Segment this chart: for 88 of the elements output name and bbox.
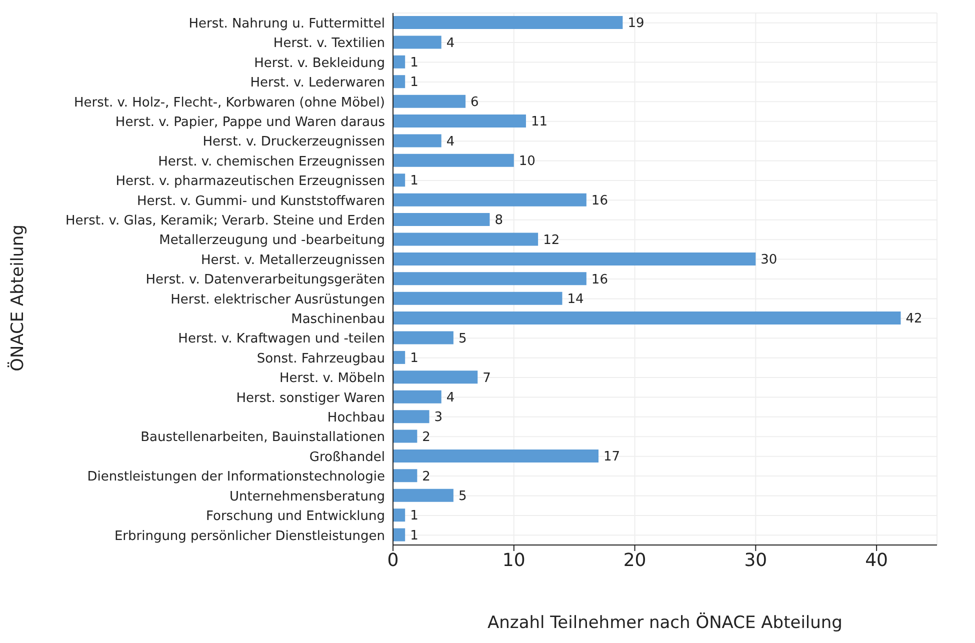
bar — [393, 154, 514, 167]
data-label: 2 — [422, 469, 430, 484]
y-tick-label: Herst. v. Gummi- und Kunststoffwaren — [136, 194, 385, 209]
data-label: 8 — [494, 213, 503, 228]
bar — [393, 292, 562, 305]
y-axis-title: ÖNACE Abteilung — [8, 224, 28, 374]
y-tick-label: Herst. v. Holz-, Flecht-, Korbwaren (ohne Möbel) — [74, 95, 385, 110]
y-tick-label: Dienstleistungen der Informationstechnologie — [87, 470, 385, 485]
data-label: 12 — [543, 232, 560, 248]
bar — [393, 174, 406, 187]
y-tick-label: Baustellenarbeiten, Bauinstallationen — [140, 430, 385, 446]
bar — [393, 193, 586, 206]
bar — [393, 114, 526, 128]
data-label: 5 — [458, 489, 467, 504]
bar — [393, 488, 454, 502]
y-tick-label: Forschung und Entwicklung — [206, 509, 385, 524]
data-label: 30 — [760, 252, 778, 268]
data-label: 1 — [410, 56, 418, 71]
y-tick-label: Hochbau — [327, 410, 385, 426]
y-tick-label: Herst. v. Lederwaren — [250, 76, 385, 91]
bar — [393, 213, 490, 226]
y-tick-label: Herst. v. Datenverarbeitungsgeräten — [146, 272, 385, 288]
bar — [393, 252, 756, 266]
bar — [393, 134, 442, 148]
bar — [393, 312, 901, 325]
y-tick-label: Herst. v. Textilien — [273, 36, 385, 52]
data-label: 17 — [604, 450, 620, 465]
bar — [393, 16, 623, 29]
data-label: 1 — [410, 174, 418, 189]
y-tick-label: Herst. v. pharmazeutischen Erzeugnissen — [116, 174, 385, 190]
x-tick-label: 30 — [744, 550, 768, 571]
data-label: 3 — [434, 410, 443, 426]
bar — [393, 36, 442, 49]
bar — [393, 232, 538, 246]
x-axis-title: Anzahl Teilnehmer nach ÖNACE Abteilung — [486, 613, 844, 633]
data-label: 4 — [446, 36, 455, 51]
y-tick-label: Herst. v. chemischen Erzeugnissen — [158, 154, 385, 170]
bar — [393, 410, 430, 424]
data-label: 16 — [591, 272, 608, 288]
bar — [393, 370, 478, 384]
bar — [393, 55, 406, 68]
bar — [393, 508, 406, 522]
y-tick-label: Herst. v. Kraftwagen und -teilen — [178, 332, 385, 347]
bar — [393, 430, 418, 443]
data-label: 16 — [591, 193, 608, 208]
y-tick-label: Herst. Nahrung u. Futtermittel — [188, 16, 385, 32]
y-tick-label: Unternehmensberatung — [229, 489, 385, 504]
y-tick-label: Herst. v. Möbeln — [280, 371, 385, 386]
y-tick-label: Herst. v. Druckerzeugnissen — [202, 134, 385, 150]
data-label: 42 — [906, 312, 922, 327]
y-tick-label: Herst. v. Papier, Pappe und Waren daraus — [115, 114, 386, 130]
data-label: 1 — [410, 351, 418, 366]
bar — [393, 272, 586, 286]
bar — [393, 449, 599, 462]
y-tick-label: Herst. v. Glas, Keramik; Verarb. Steine und Erden — [66, 214, 385, 229]
data-label: 7 — [482, 370, 491, 386]
data-label: 2 — [422, 430, 430, 445]
data-label: 1 — [410, 508, 418, 524]
y-tick-label: Erbringung persönlicher Dienstleistungen — [114, 528, 385, 544]
bar — [393, 75, 406, 88]
data-label: 19 — [628, 16, 644, 32]
data-label: 10 — [518, 154, 536, 170]
x-tick-label: 0 — [387, 550, 399, 571]
bar — [393, 350, 406, 364]
y-tick-label: Maschinenbau — [291, 312, 385, 328]
y-tick-label: Herst. sonstiger Waren — [236, 390, 385, 406]
data-label: 1 — [410, 75, 418, 90]
y-tick-label: Großhandel — [309, 450, 385, 465]
data-label: 14 — [567, 292, 584, 307]
bar — [393, 390, 442, 404]
data-label: 4 — [446, 390, 455, 406]
y-tick-label: Herst. v. Metallerzeugnissen — [201, 252, 385, 268]
data-label: 5 — [458, 331, 467, 346]
y-tick-label: Herst. v. Bekleidung — [254, 56, 385, 71]
bar — [393, 331, 454, 344]
bar — [393, 528, 406, 542]
x-tick-label: 20 — [623, 550, 646, 571]
bar — [393, 469, 418, 482]
data-label: 4 — [446, 134, 455, 150]
data-label: 11 — [530, 114, 548, 130]
y-tick-label: Herst. elektrischer Ausrüstungen — [170, 292, 385, 308]
bar — [393, 94, 466, 108]
y-tick-label: Metallerzeugung und -bearbeitung — [159, 233, 385, 248]
data-label: 6 — [470, 94, 479, 110]
x-tick-label: 40 — [865, 550, 888, 571]
x-tick-label: 10 — [502, 550, 526, 571]
y-tick-label: Sonst. Fahrzeugbau — [256, 351, 385, 366]
data-label: 1 — [410, 528, 418, 544]
